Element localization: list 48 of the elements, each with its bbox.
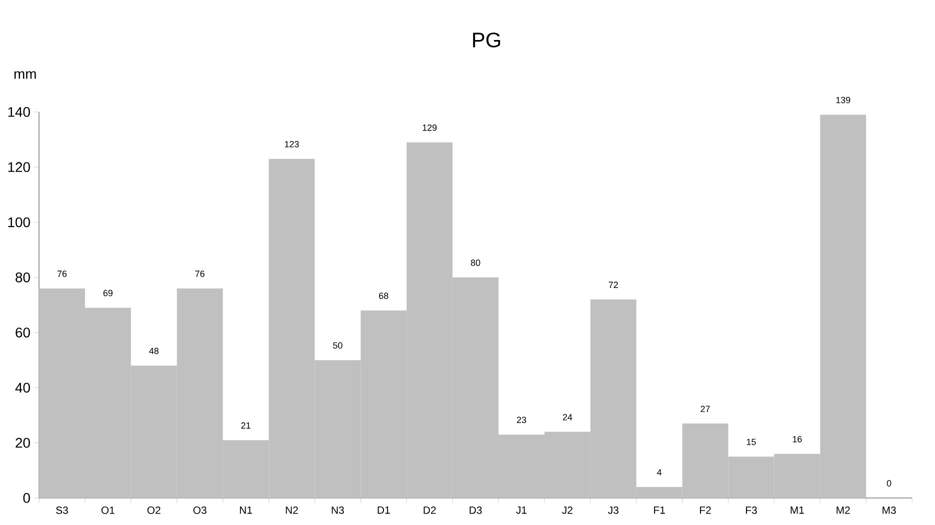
x-tick-label: D3: [470, 506, 482, 514]
data-label: 76: [57, 270, 67, 277]
x-tick-label: O3: [193, 506, 206, 514]
x-tick-label: D2: [424, 506, 436, 514]
x-tick-label: F3: [746, 506, 757, 514]
data-label: 15: [746, 438, 756, 446]
x-tick-label: N2: [286, 506, 298, 514]
data-label: 21: [241, 422, 250, 429]
y-tick-label: 0: [23, 493, 30, 503]
data-label: 68: [379, 292, 388, 299]
x-tick-label: F1: [654, 506, 665, 514]
x-tick-label: O2: [147, 506, 160, 514]
data-label: 69: [103, 290, 113, 296]
x-tick-label: O1: [101, 506, 114, 514]
y-tick-label: 140: [8, 107, 30, 117]
data-label: 48: [149, 348, 158, 354]
chart-title: PG: [473, 32, 500, 48]
y-axis-title: mm: [14, 71, 36, 79]
data-label: 80: [470, 260, 480, 266]
data-label: 50: [333, 342, 342, 349]
data-label: 27: [700, 406, 710, 412]
x-tick-label: M3: [882, 506, 896, 514]
x-tick-label: J2: [562, 506, 572, 514]
x-tick-label: F2: [700, 506, 711, 514]
x-tick-label: N1: [240, 506, 252, 514]
y-tick-label: 60: [16, 328, 30, 338]
data-label: 129: [422, 124, 437, 131]
data-label: 24: [562, 414, 572, 420]
data-label: 0: [886, 480, 892, 486]
x-tick-label: J1: [516, 506, 526, 514]
x-tick-label: M1: [790, 506, 804, 514]
x-tick-label: J3: [608, 506, 618, 514]
x-tick-label: D1: [378, 506, 390, 514]
y-tick-label: 40: [15, 382, 30, 393]
data-label: 139: [836, 96, 850, 104]
data-label: 23: [516, 416, 526, 424]
data-label: 4: [657, 469, 662, 476]
data-label: 72: [608, 282, 618, 288]
y-tick-label: 120: [8, 162, 30, 172]
x-tick-label: M2: [836, 506, 850, 514]
y-tick-label: 100: [8, 217, 30, 228]
data-label: 16: [792, 436, 802, 442]
data-label: 123: [284, 140, 299, 148]
y-tick-label: 20: [16, 438, 30, 448]
x-tick-label: S3: [56, 506, 68, 514]
y-tick-label: 80: [16, 272, 30, 282]
data-label: 76: [195, 270, 204, 277]
x-tick-label: N3: [332, 506, 344, 514]
